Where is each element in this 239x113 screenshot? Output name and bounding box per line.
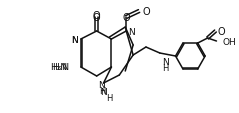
Text: H: H <box>99 86 106 95</box>
Text: N: N <box>99 80 105 89</box>
Text: O: O <box>122 13 130 23</box>
Text: H: H <box>106 93 113 102</box>
Text: O: O <box>217 27 225 37</box>
Text: H₂N: H₂N <box>52 63 69 72</box>
Text: O: O <box>93 13 100 23</box>
Text: O: O <box>93 11 100 21</box>
Text: H: H <box>162 63 168 72</box>
Text: N: N <box>71 35 78 44</box>
Text: N: N <box>162 58 168 66</box>
Text: N: N <box>71 35 78 44</box>
Text: N: N <box>100 87 107 96</box>
Text: H₂N: H₂N <box>50 63 67 72</box>
Text: OH: OH <box>223 37 236 46</box>
Text: N: N <box>128 27 135 36</box>
Text: O: O <box>142 7 150 17</box>
